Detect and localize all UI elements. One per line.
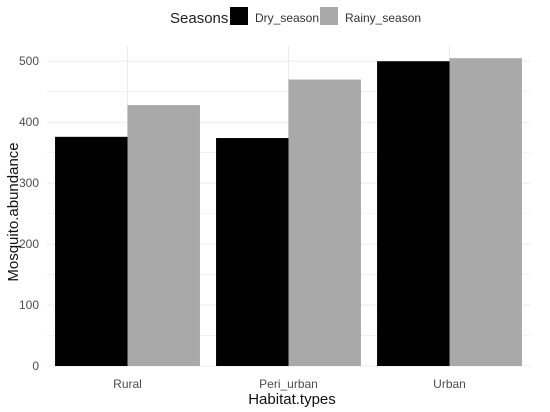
y-tick-label: 400	[19, 115, 39, 129]
legend-label-dry-season: Dry_season	[255, 11, 319, 25]
x-axis-ticks: Rural Peri_urban Urban	[113, 377, 466, 391]
bar-layer	[55, 58, 522, 367]
bar-urban-rainy-season	[449, 58, 522, 366]
y-axis-title: Mosquito.abundance	[5, 142, 22, 281]
legend-swatch-rainy-season	[320, 7, 338, 25]
bar-urban-dry-season	[377, 61, 450, 366]
x-tick-label: Urban	[433, 377, 466, 391]
y-tick-label: 100	[19, 298, 39, 312]
y-tick-label: 0	[32, 359, 39, 373]
y-tick-label: 500	[19, 54, 39, 68]
x-tick-label: Peri_urban	[259, 377, 318, 391]
bar-rural-dry-season	[55, 136, 128, 366]
legend: Seasons Dry_season Rainy_season	[170, 7, 421, 27]
bar-peri-urban-dry-season	[216, 138, 289, 366]
legend-title: Seasons	[170, 10, 228, 27]
bar-rural-rainy-season	[127, 105, 200, 366]
x-tick-label: Rural	[113, 377, 142, 391]
x-axis-title: Habitat.types	[248, 391, 336, 408]
legend-label-rainy-season: Rainy_season	[345, 11, 421, 25]
legend-swatch-dry-season	[230, 7, 248, 25]
bar-peri-urban-rainy-season	[288, 79, 361, 367]
y-tick-label: 200	[19, 237, 39, 251]
y-axis-ticks: 0 100 200 300 400 500	[19, 54, 39, 373]
y-tick-label: 300	[19, 176, 39, 190]
